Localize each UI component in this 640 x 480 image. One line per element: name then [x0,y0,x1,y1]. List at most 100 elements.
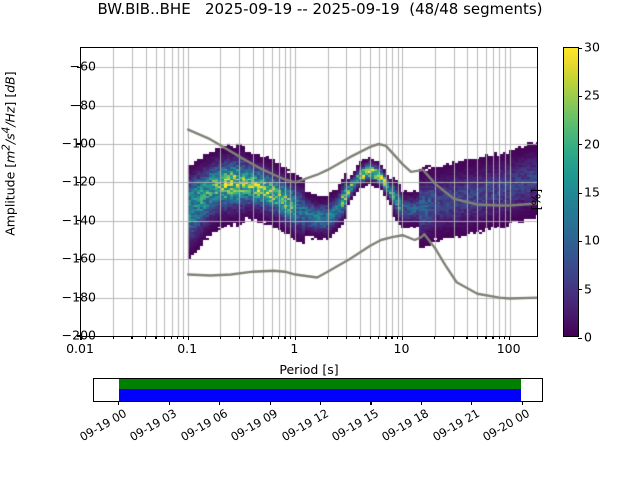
coverage-tick-label: 09-19 12 [278,406,331,444]
y-axis-tick-label: −140 [61,212,96,228]
coverage-tick-label: 09-19 21 [429,406,482,444]
figure-title: BW.BIB..BHE 2025-09-19 -- 2025-09-19 (48… [97,0,543,18]
x-axis-tick-mark [238,336,240,339]
x-axis-tick-mark [278,336,280,339]
x-axis-label: Period [s] [279,362,339,377]
coverage-tick-label: 09-19 09 [228,406,281,444]
y-axis-tick-mark [77,104,81,107]
colorbar-tick-mark [578,240,582,242]
x-axis-tick-label: 100 [496,341,521,356]
x-axis-tick-mark [252,336,254,339]
colorbar-tick-label: 20 [584,136,600,152]
coverage-tick-mark [370,401,372,405]
coverage-tick-label: 09-19 06 [177,406,230,444]
colorbar-tick-label: 5 [584,281,592,297]
peterson-noise-model-curves [81,48,537,336]
y-axis-tick-label: −180 [61,289,96,305]
x-axis-tick-mark [270,336,273,339]
colorbar-tick-mark [578,95,582,97]
x-axis-tick-label: 0.1 [177,341,198,356]
x-axis-tick-mark [155,336,157,339]
coverage-segments-band [118,389,522,401]
x-axis-tick-mark [80,336,82,340]
coverage-data-band [118,379,522,389]
colorbar-label: [%] [528,188,544,211]
coverage-tick-mark [471,401,473,405]
y-axis-tick-label: −120 [61,173,96,189]
colorbar [563,47,582,339]
colorbar-tick-mark [578,144,582,146]
coverage-tick-label: 09-19 00 [76,406,129,444]
coverage-tick-mark [521,401,523,405]
x-axis-tick-mark [401,336,404,340]
x-axis-tick-mark [112,336,114,339]
colorbar-tick-label: 0 [584,329,592,345]
y-axis-tick-label: −200 [61,327,96,343]
time-coverage-bar [93,378,543,405]
x-axis-tick-label: 10 [393,341,410,356]
x-axis-tick-mark [284,336,286,339]
coverage-tick-label: 09-20 00 [480,406,533,444]
y-axis-tick-label: −160 [61,250,96,266]
x-axis-tick-mark [391,336,393,339]
coverage-tick-label: 09-19 15 [329,406,381,444]
colorbar-tick-mark [578,192,582,194]
y-axis-tick-mark [77,335,81,337]
colorbar-tick-label: 15 [584,184,600,200]
x-axis-tick-mark [452,336,455,339]
x-axis-tick-mark [508,336,511,340]
x-axis-tick-mark [485,336,487,339]
coverage-tick-mark [219,401,221,405]
colorbar-gradient [564,48,578,336]
x-axis-tick-mark [345,336,348,339]
coverage-tick-label: 09-19 18 [379,406,432,444]
x-axis-tick-label: 0.01 [66,341,94,356]
y-axis-tick-mark [77,143,81,145]
x-axis-tick-mark [359,336,361,339]
x-axis-tick-mark [163,336,166,339]
y-axis-tick-label: −100 [61,135,96,151]
x-axis-tick-mark [434,336,436,339]
ppsd-plot-area [77,47,538,340]
y-axis-label: Amplitude [m2/s4/Hz] [dB] [0,71,18,236]
colorbar-tick-mark [578,337,582,339]
x-axis-tick-mark [131,336,133,339]
x-axis-tick-mark [326,336,329,339]
y-axis-tick-label: −80 [69,97,96,113]
x-axis-tick-mark [219,336,222,339]
x-axis-tick-mark [504,336,506,339]
x-axis-tick-mark [182,336,184,339]
y-axis-tick-mark [77,220,81,222]
y-axis-tick-mark [77,181,81,184]
coverage-tick-mark [420,401,422,405]
x-axis-tick-mark [170,336,173,339]
x-axis-tick-mark [466,336,468,339]
x-axis-tick-mark [498,336,500,339]
x-axis-tick-mark [294,336,296,340]
x-axis-tick-mark [177,336,179,339]
colorbar-tick-label: 25 [584,87,600,103]
coverage-tick-mark [118,401,120,405]
x-axis-tick-mark [262,336,264,339]
x-axis-tick-label: 1 [290,341,299,356]
x-axis-tick-mark [289,336,292,339]
colorbar-tick-mark [578,289,582,291]
x-axis-tick-mark [492,336,494,339]
y-axis-tick-label: −60 [69,58,96,74]
y-axis-tick-mark [77,296,81,299]
coverage-tick-label: 09-19 03 [127,406,180,444]
coverage-tick-mark [320,401,322,405]
y-axis-tick-mark [77,258,81,260]
colorbar-tick-label: 30 [584,39,600,55]
colorbar-tick-mark [578,47,582,49]
colorbar-tick-label: 10 [584,232,600,248]
x-axis-tick-mark [396,336,399,339]
x-axis-tick-mark [378,336,380,339]
x-axis-tick-mark [385,336,387,339]
y-axis-tick-mark [77,66,81,68]
coverage-tick-mark [269,401,271,405]
coverage-tick-mark [168,401,170,405]
x-axis-tick-mark [144,336,147,339]
x-axis-tick-mark [187,336,189,340]
